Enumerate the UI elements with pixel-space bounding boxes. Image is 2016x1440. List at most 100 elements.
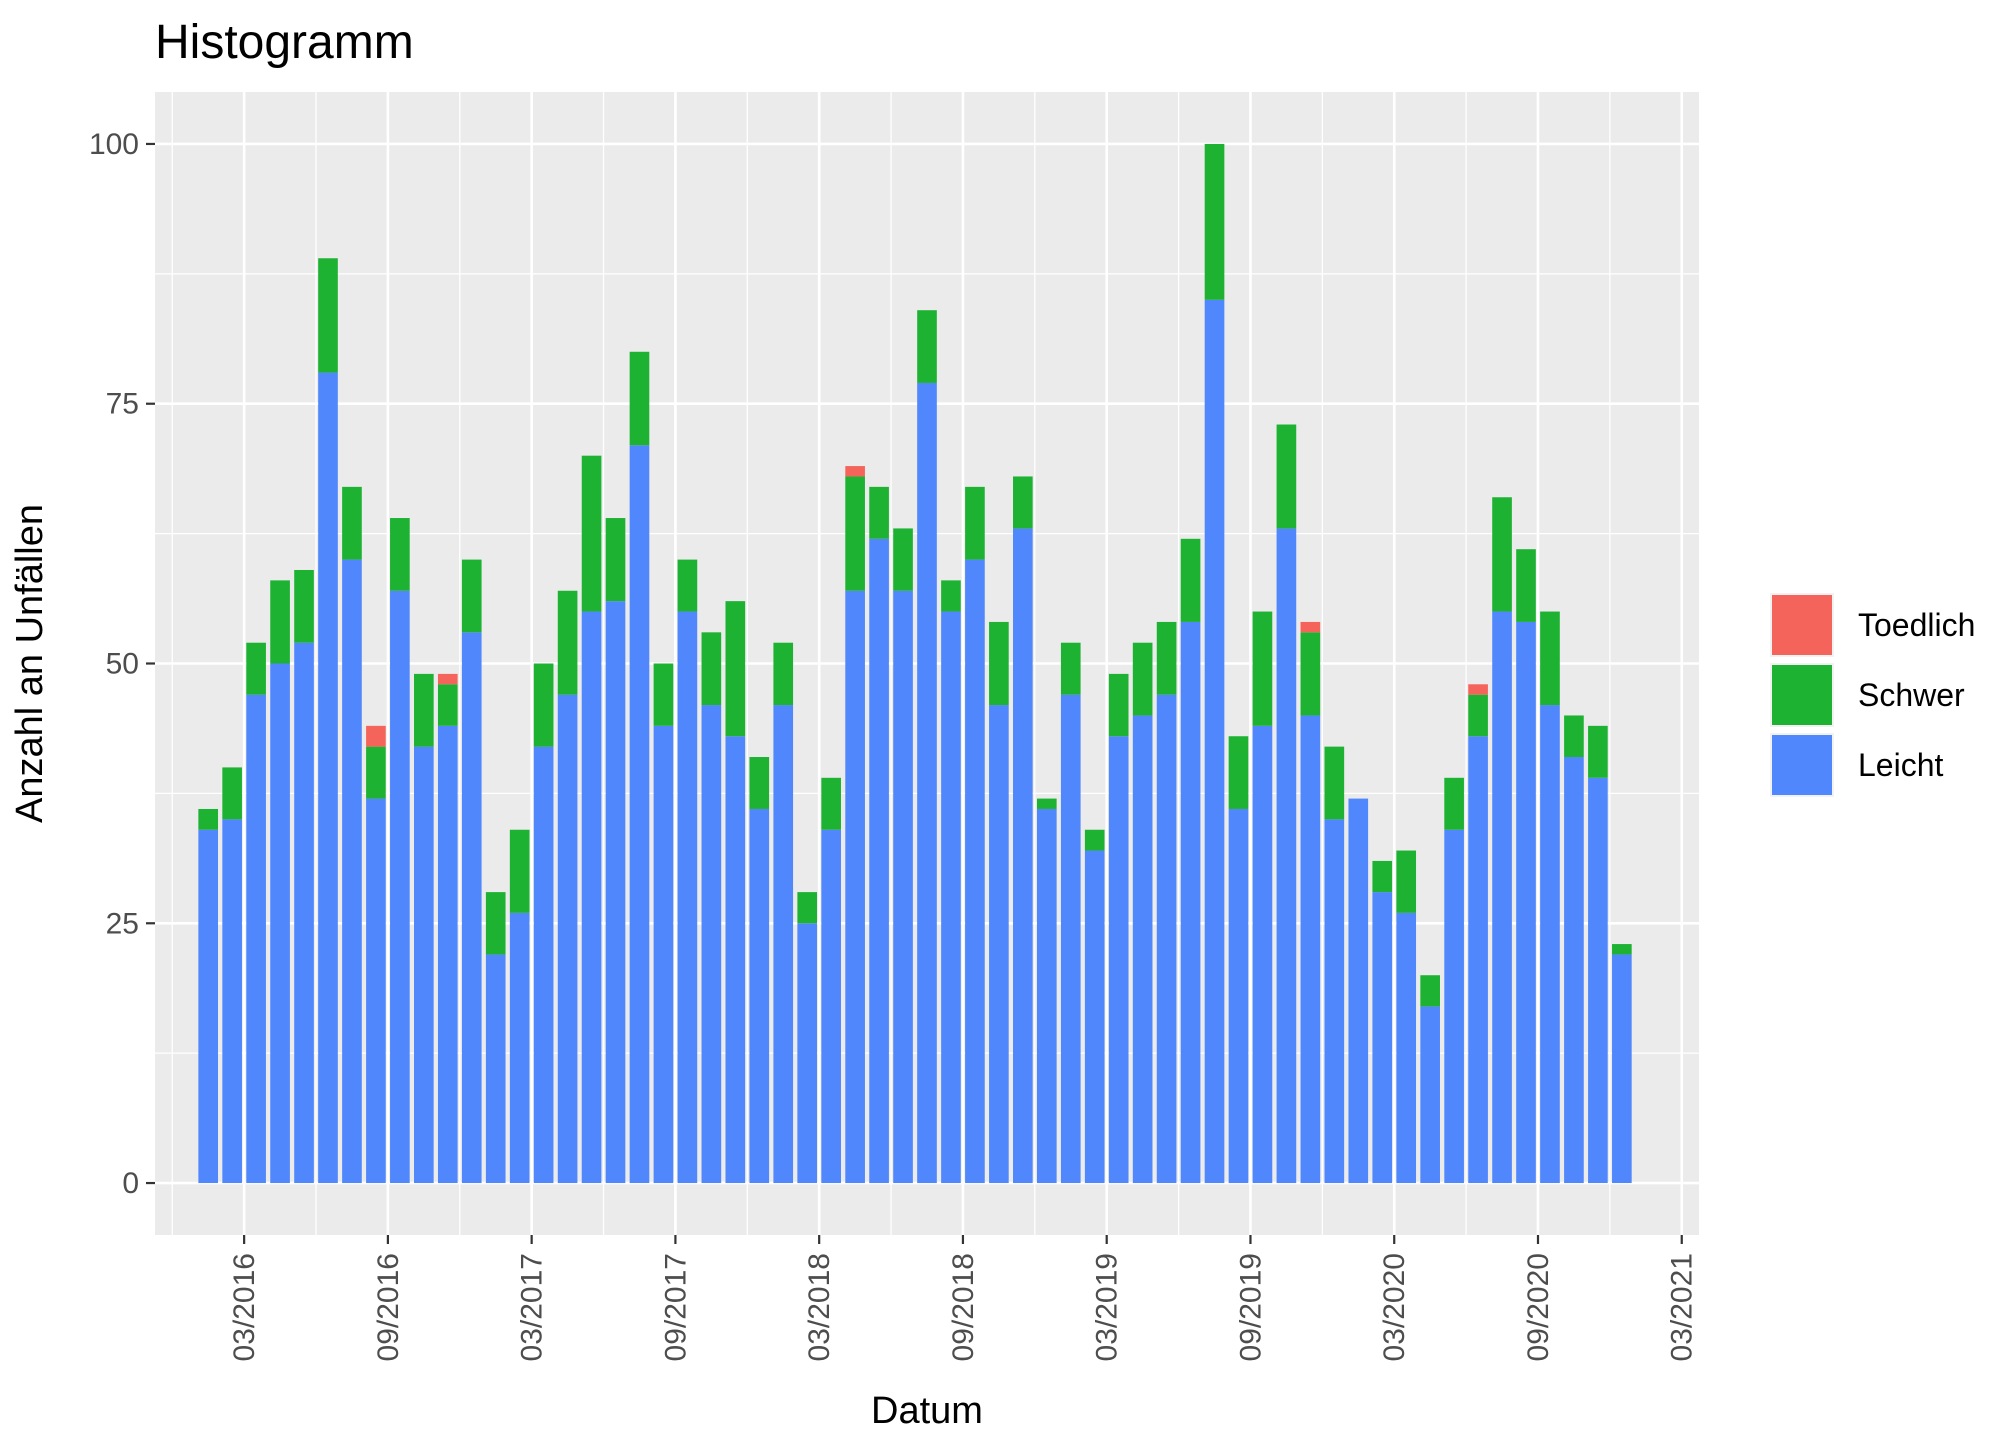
bar-schwer: [893, 528, 913, 591]
bar-leicht: [581, 611, 602, 1184]
bar-leicht: [893, 590, 913, 1184]
y-axis: 0 25 50 75 100: [89, 128, 155, 1200]
bar-schwer: [342, 486, 362, 560]
bar-schwer: [222, 767, 242, 820]
bar-schwer: [270, 580, 290, 664]
x-tick-label: 09/2019: [1234, 1253, 1267, 1361]
bar-schwer: [198, 808, 219, 830]
bar-schwer: [845, 476, 865, 591]
bar-schwer: [557, 590, 578, 695]
bar-schwer: [821, 777, 841, 830]
bar-leicht: [485, 954, 506, 1184]
bar-leicht: [1276, 528, 1297, 1184]
y-axis-title: Anzahl an Unfällen: [9, 504, 51, 823]
bar-schwer: [1420, 975, 1440, 1007]
bar-schwer: [701, 632, 722, 706]
bar-leicht: [629, 445, 650, 1184]
bar-schwer: [581, 455, 602, 612]
bar-schwer: [485, 892, 506, 955]
x-axis: 03/2016 09/2016 03/2017 09/2017 03/2018 09/20…: [228, 1235, 1699, 1361]
bar-toedlich: [1468, 684, 1488, 695]
bar-schwer: [1013, 476, 1033, 529]
bar-toedlich: [1300, 621, 1321, 633]
bar-leicht: [1036, 808, 1057, 1184]
bar-schwer: [1132, 642, 1153, 716]
bar-schwer: [1204, 143, 1225, 300]
bars: [198, 143, 1632, 1184]
bar-schwer: [318, 258, 338, 373]
bar-leicht: [917, 382, 937, 1184]
bar-schwer: [1516, 549, 1536, 622]
x-tick-label: 03/2020: [1378, 1253, 1411, 1361]
bar-leicht: [989, 705, 1009, 1184]
x-tick-label: 09/2016: [372, 1253, 405, 1361]
bar-toedlich: [437, 673, 458, 685]
bar-leicht: [1468, 736, 1488, 1184]
bar-schwer: [1396, 850, 1417, 913]
y-tick-label: 0: [122, 1167, 139, 1200]
bar-leicht: [1372, 892, 1393, 1184]
bar-schwer: [1444, 777, 1464, 830]
y-tick-label: 100: [89, 128, 139, 161]
bar-schwer: [941, 580, 961, 612]
bar-leicht: [605, 601, 626, 1184]
bar-leicht: [653, 725, 674, 1184]
bar-schwer: [1588, 725, 1608, 778]
bar-leicht: [414, 746, 434, 1184]
bar-leicht: [222, 819, 242, 1184]
bar-schwer: [797, 892, 818, 924]
bar-schwer: [509, 829, 530, 913]
bar-schwer: [461, 559, 482, 633]
bar-schwer: [366, 746, 386, 799]
bar-leicht: [1156, 694, 1177, 1184]
legend: Toedlich Schwer Leicht: [1770, 593, 1975, 797]
legend-key-schwer: [1772, 665, 1832, 725]
bar-schwer: [773, 642, 794, 706]
legend-label-leicht: Leicht: [1858, 747, 1944, 783]
bar-leicht: [1228, 808, 1249, 1184]
bar-leicht: [1420, 1006, 1440, 1184]
bar-leicht: [294, 642, 314, 1184]
bar-leicht: [1180, 621, 1201, 1184]
bar-leicht: [318, 372, 338, 1184]
bar-leicht: [198, 829, 219, 1184]
bar-schwer: [629, 351, 650, 446]
bar-leicht: [342, 559, 362, 1184]
bar-leicht: [1348, 798, 1369, 1184]
bar-leicht: [390, 590, 410, 1184]
grid-lines: [155, 92, 1699, 1235]
bar-schwer: [869, 486, 889, 539]
bar-schwer: [605, 518, 626, 602]
bar-leicht: [941, 611, 961, 1184]
chart-title: Histogramm: [155, 16, 414, 69]
bar-schwer: [1468, 694, 1488, 737]
x-tick-label: 09/2017: [659, 1253, 692, 1361]
x-tick-label: 09/2018: [947, 1253, 980, 1361]
bar-schwer: [246, 642, 266, 695]
bar-leicht: [1324, 819, 1345, 1184]
bar-schwer: [917, 310, 937, 383]
bar-leicht: [773, 705, 794, 1184]
x-tick-label: 03/2016: [228, 1253, 261, 1361]
bar-leicht: [461, 632, 482, 1184]
bar-schwer: [725, 601, 746, 737]
bar-leicht: [677, 611, 698, 1184]
bar-schwer: [294, 569, 314, 643]
bar-leicht: [509, 912, 530, 1184]
bar-schwer: [1324, 746, 1345, 820]
bar-leicht: [797, 923, 818, 1184]
x-tick-label: 03/2018: [803, 1253, 836, 1361]
bar-schwer: [1492, 497, 1512, 612]
bar-leicht: [1108, 736, 1129, 1184]
x-axis-title: Datum: [871, 1390, 983, 1432]
bar-schwer: [1084, 829, 1105, 851]
bar-schwer: [1156, 621, 1177, 695]
bar-leicht: [1564, 757, 1584, 1184]
bar-schwer: [749, 757, 770, 809]
legend-key-toedlich: [1772, 595, 1832, 655]
bar-leicht: [1252, 725, 1273, 1184]
bar-leicht: [1612, 954, 1632, 1184]
bar-leicht: [1084, 850, 1105, 1184]
bar-schwer: [1108, 673, 1129, 737]
